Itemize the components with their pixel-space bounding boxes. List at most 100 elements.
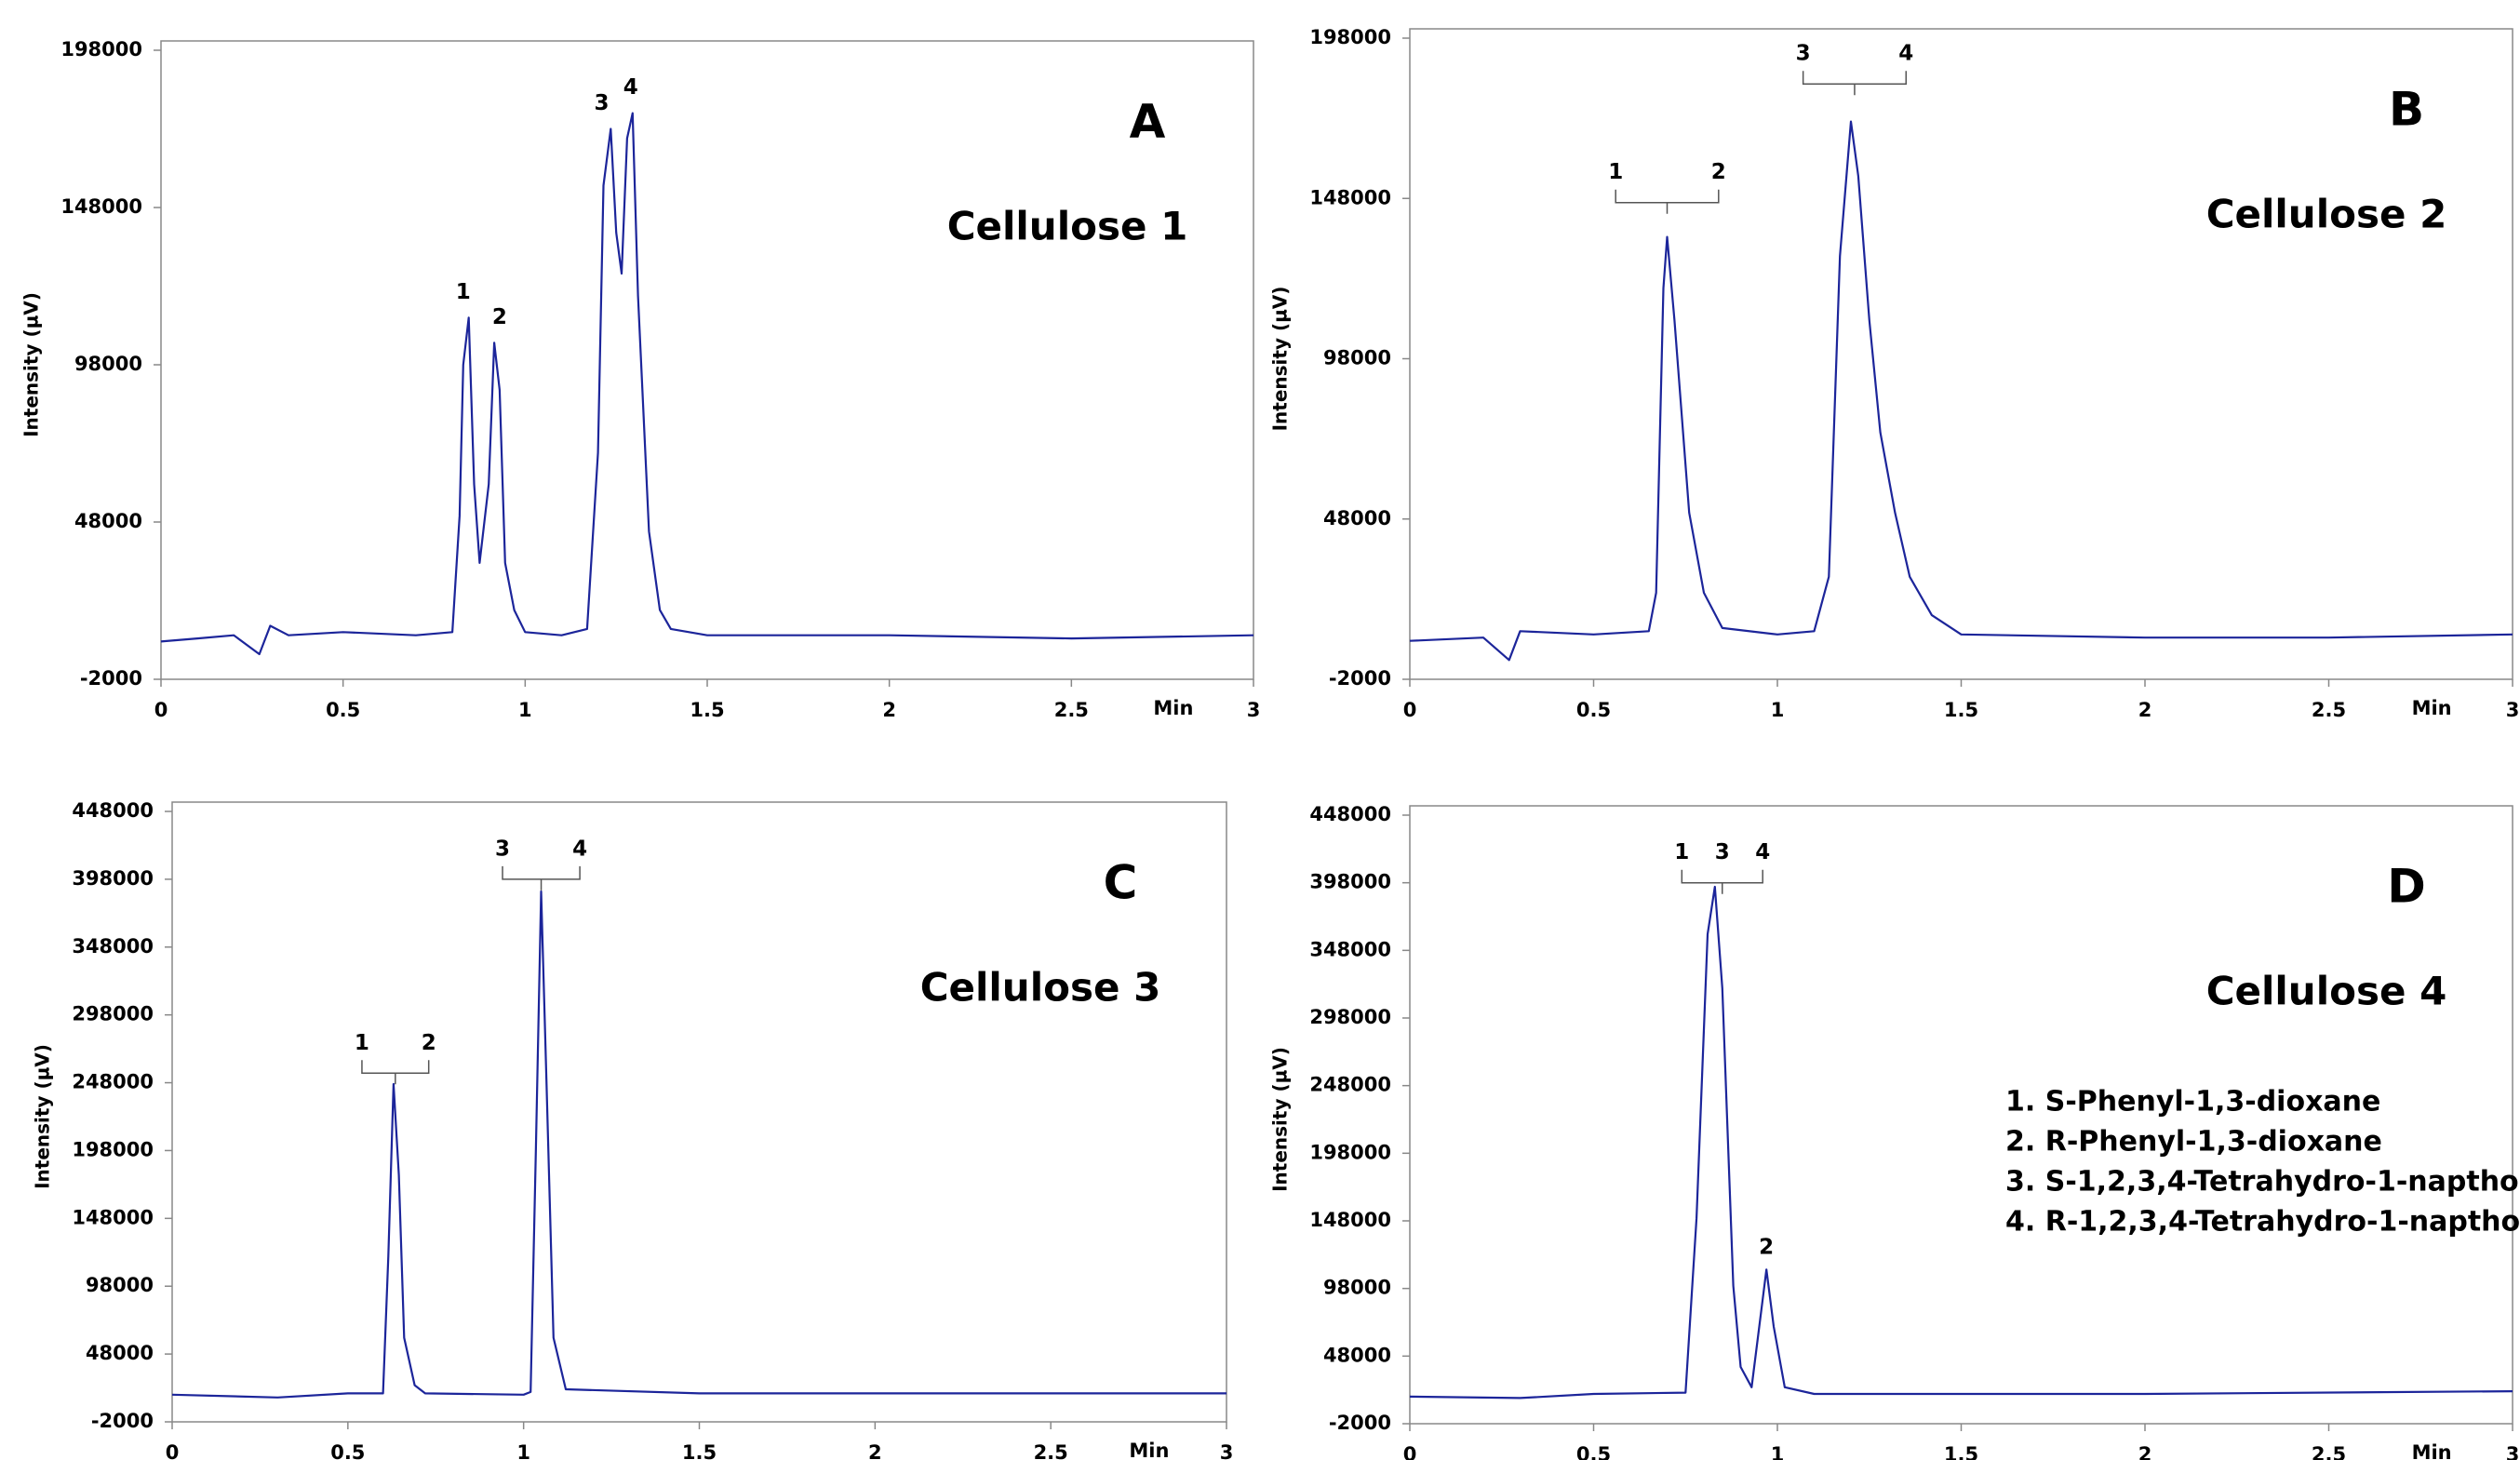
panel-letter: C (1104, 856, 1138, 910)
x-tick-label: 1.5 (682, 1441, 717, 1460)
x-tick-label: 0 (1403, 699, 1417, 721)
y-tick-label: 298000 (1309, 1006, 1391, 1028)
y-tick-label: -2000 (91, 1410, 154, 1432)
legend-item: 4. R-1,2,3,4-Tetrahydro-1-napthol (2005, 1206, 2520, 1239)
peak-label: 1 (1608, 160, 1623, 184)
y-tick-label: 298000 (72, 1003, 154, 1025)
y-tick-label: 348000 (72, 935, 154, 958)
x-tick-label: 1 (1771, 699, 1785, 721)
y-tick-label: -2000 (1329, 667, 1391, 690)
peak-label: 3 (595, 91, 610, 115)
chromatogram-line (160, 112, 1254, 656)
y-tick-label: 148000 (72, 1206, 154, 1228)
x-axis-label: Min (1129, 1440, 1169, 1460)
chromatogram-line (1409, 885, 2513, 1400)
x-tick-label: 2 (2138, 1443, 2152, 1460)
peak-label: 1 (1674, 840, 1689, 864)
panel-title: Cellulose 3 (920, 965, 1161, 1011)
y-axis-label: Intensity (µV) (32, 1044, 54, 1189)
chromatogram-line (1409, 120, 2513, 662)
y-tick-label: 198000 (72, 1138, 154, 1160)
x-tick-label: 2.5 (1054, 699, 1089, 721)
legend-item: 1. S-Phenyl-1,3-dioxane (2005, 1086, 2380, 1118)
peak-label: 3 (495, 837, 510, 861)
y-tick-label: 448000 (1309, 803, 1391, 825)
y-tick-label: 48000 (74, 510, 142, 532)
peak-brace (1615, 189, 1720, 214)
peak-label: 4 (623, 75, 638, 100)
x-tick-label: 2.5 (1034, 1441, 1068, 1460)
y-tick-label: 198000 (1309, 26, 1391, 48)
x-tick-label: 0 (166, 1441, 180, 1460)
peak-label: 1 (355, 1031, 369, 1055)
y-tick-label: 148000 (1309, 186, 1391, 208)
x-tick-label: 2 (2138, 699, 2152, 721)
x-tick-label: 2.5 (2312, 1443, 2346, 1460)
y-tick-label: 48000 (1323, 507, 1391, 529)
x-tick-label: 2.5 (2312, 699, 2346, 721)
chart-panel: -2000 48000 98000 148000 198000 0 0.5 1 1.5 2 2.5 3… (20, 38, 1261, 721)
chromatogram-line (171, 890, 1226, 1399)
y-tick-label: 98000 (1323, 1277, 1391, 1299)
y-tick-label: 48000 (86, 1342, 154, 1364)
x-tick-label: 3 (1247, 699, 1261, 721)
y-tick-label: -2000 (1329, 1412, 1391, 1434)
peak-label: 2 (1711, 160, 1726, 184)
y-tick-label: 198000 (60, 38, 142, 60)
x-tick-label: 1.5 (1944, 1443, 1978, 1460)
y-axis-label: Intensity (µV) (1269, 287, 1292, 432)
y-tick-label: 98000 (86, 1274, 154, 1296)
x-tick-label: 3 (2506, 1443, 2520, 1460)
y-tick-label: -2000 (80, 667, 142, 690)
panel-letter: A (1130, 95, 1166, 149)
peak-brace (1681, 869, 1763, 894)
peak-label: 2 (422, 1031, 436, 1055)
x-tick-label: 3 (1220, 1441, 1234, 1460)
x-tick-label: 0.5 (1576, 699, 1611, 721)
plot-frame (1409, 28, 2513, 680)
chart-panel: -2000 48000 98000 148000 198000 0 0.5 1 1.5 2 2.5 3… (1269, 26, 2520, 721)
peak-brace (502, 865, 581, 891)
plot-frame (160, 40, 1254, 680)
x-tick-label: 0.5 (330, 1441, 365, 1460)
y-axis-label: Intensity (µV) (20, 292, 43, 437)
panel-letter: D (2387, 860, 2426, 914)
y-tick-label: 98000 (74, 353, 142, 375)
peak-label: 3 (1715, 840, 1730, 864)
y-tick-label: 48000 (1323, 1344, 1391, 1366)
peak-label: 4 (1755, 840, 1770, 864)
y-tick-label: 248000 (72, 1071, 154, 1093)
peak-brace (1802, 71, 1907, 96)
y-tick-label: 148000 (60, 195, 142, 218)
chart-panel: -2000 48000 98000 148000 198000 248000 298000 3… (32, 799, 1234, 1460)
peak-label: 2 (1759, 1236, 1774, 1260)
plot-frame (171, 801, 1227, 1423)
y-tick-label: 198000 (1309, 1141, 1391, 1163)
x-axis-label: Min (2412, 697, 2452, 719)
x-tick-label: 1.5 (1944, 699, 1978, 721)
x-tick-label: 1 (1771, 1443, 1785, 1460)
x-tick-label: 1 (518, 699, 532, 721)
x-tick-label: 0.5 (1576, 1443, 1611, 1460)
legend-item: 3. S-1,2,3,4-Tetrahydro-1-napthol (2005, 1166, 2520, 1199)
x-tick-label: 0 (1403, 1443, 1417, 1460)
x-tick-label: 1 (516, 1441, 530, 1460)
y-tick-label: 348000 (1309, 938, 1391, 960)
panel-title: Cellulose 2 (2206, 192, 2447, 237)
x-tick-label: 0 (154, 699, 168, 721)
y-tick-label: 98000 (1323, 347, 1391, 369)
y-tick-label: 148000 (1309, 1209, 1391, 1231)
y-axis-label: Intensity (µV) (1269, 1047, 1292, 1192)
peak-brace (361, 1060, 430, 1085)
y-tick-label: 398000 (72, 867, 154, 890)
x-axis-label: Min (2412, 1441, 2452, 1460)
x-tick-label: 3 (2506, 699, 2520, 721)
y-tick-label: 448000 (72, 799, 154, 822)
x-tick-label: 2 (868, 1441, 882, 1460)
peak-label: 1 (456, 280, 471, 304)
legend-item: 2. R-Phenyl-1,3-dioxane (2005, 1126, 2382, 1159)
chart-panel: -2000 48000 98000 148000 198000 248000 298000 3… (1269, 803, 2520, 1460)
x-tick-label: 2 (882, 699, 896, 721)
y-tick-label: 398000 (1309, 871, 1391, 893)
